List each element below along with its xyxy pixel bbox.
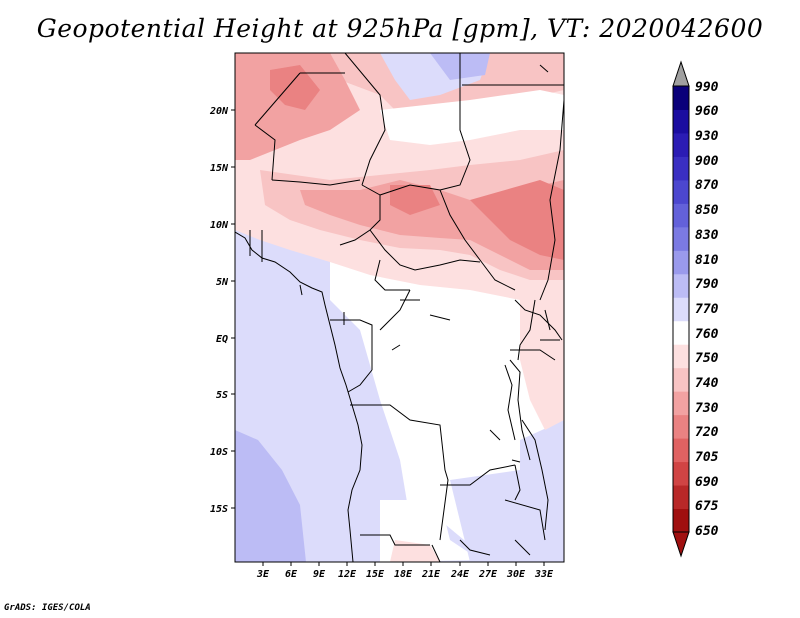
colorbar-label: 990 [695,80,719,95]
lat-label-20n: 20N [209,106,229,117]
lon-label-27e: 27E [478,569,498,580]
colorbar-label: 790 [695,277,719,292]
colorbar-segment [673,86,689,110]
lat-label-15s: 15S [210,504,228,515]
coastlines-borders [235,53,564,562]
colorbar-labels: 990 960 930 900 870 850 830 810 790 770 … [695,80,719,539]
colorbar-bottom-arrow [672,531,690,558]
colorbar-segment [673,109,689,134]
lat-label-5s: 5S [216,390,228,401]
colorbar-label: 770 [695,302,719,317]
colorbar-segment [673,438,689,463]
colorbar-label: 760 [695,327,719,342]
colorbar-segment [673,132,689,157]
colorbar-label: 930 [695,129,719,144]
colorbar-label: 830 [695,228,719,243]
colorbar-label: 850 [695,203,719,218]
colorbar-segment [673,367,689,392]
colorbar-label: 750 [695,351,719,366]
colorbar-label: 730 [695,401,719,416]
lat-label-5n: 5N [216,277,229,288]
lon-label-3e: 3E [256,569,270,580]
colorbar-top-arrow [672,60,690,87]
lat-ticks [231,109,235,509]
chart-title: Geopotential Height at 925hPa [gpm], VT:… [36,14,764,43]
lon-label-15e: 15E [366,569,385,580]
colorbar-label: 960 [695,104,719,119]
lat-labels: 20N 15N 10N 5N EQ 5S 10S 15S [209,106,229,515]
colorbar-segment [673,320,689,345]
height-field [235,53,564,562]
colorbar-segment [673,508,689,533]
colorbar-label: 900 [695,154,719,169]
lon-labels: 3E 6E 9E 12E 15E 18E 21E 24E 27E 30E 33E [256,569,554,580]
lon-ticks [262,562,545,566]
lat-label-15n: 15N [210,163,229,174]
colorbar-label: 675 [695,499,719,514]
colorbar-segment [673,485,689,510]
colorbar-segment [673,203,689,228]
lon-label-21e: 21E [421,569,441,580]
colorbar-label: 705 [695,450,719,465]
colorbar-segment [673,391,689,416]
colorbar-segment [673,226,689,251]
lon-label-12e: 12E [338,569,357,580]
colorbar-label: 690 [695,475,719,490]
colorbar [672,60,690,558]
colorbar-segment [673,461,689,486]
lon-label-18e: 18E [394,569,413,580]
lat-label-10n: 10N [210,220,229,231]
colorbar-segment [673,156,689,181]
colorbar-label: 740 [695,376,719,391]
colorbar-label: 810 [695,253,719,268]
colorbar-segment [673,179,689,204]
lon-label-6e: 6E [285,569,298,580]
lon-label-33e: 33E [534,569,554,580]
lon-label-30e: 30E [506,569,526,580]
lon-label-9e: 9E [313,569,326,580]
colorbar-label: 870 [695,178,719,193]
colorbar-segment [673,297,689,322]
colorbar-segment [673,273,689,298]
colorbar-segment [673,250,689,275]
colorbar-label: 650 [695,524,719,539]
grads-credit: GrADS: IGES/COLA [4,603,91,613]
colorbar-segment [673,414,689,439]
colorbar-label: 720 [695,425,719,440]
colorbar-segment [673,344,689,369]
lat-label-eq: EQ [216,334,228,345]
map-frame [234,52,565,563]
lon-label-24e: 24E [450,569,470,580]
colorbar-frame [672,85,690,533]
lat-label-10s: 10S [210,447,228,458]
